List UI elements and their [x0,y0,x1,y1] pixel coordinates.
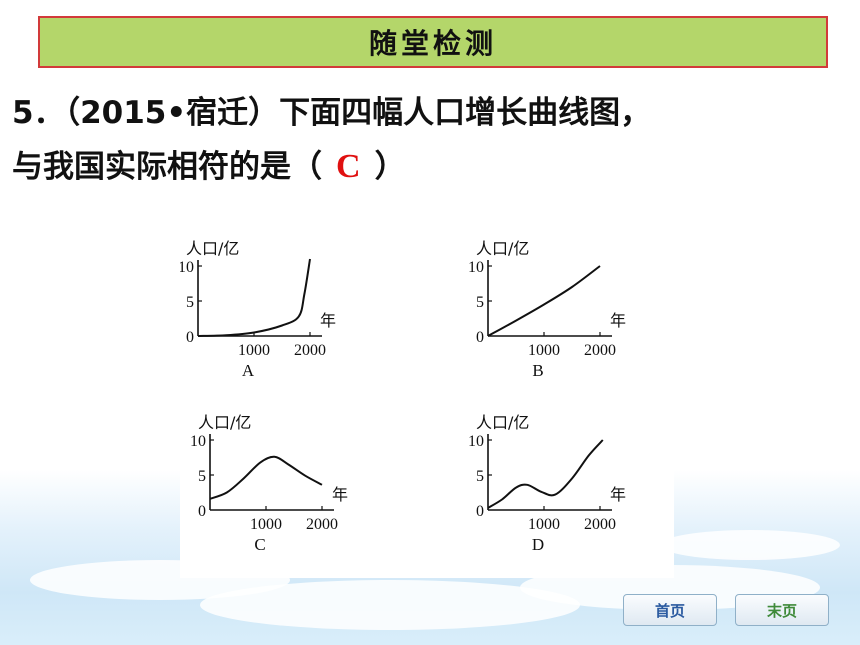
x-axis-title: 年 [610,485,626,504]
y-tick-label: 5 [186,294,194,311]
x-axis-title: 年 [332,485,348,504]
y-axis-title: 人口/亿 [186,239,239,258]
panel-label-D: D [532,535,544,554]
y-tick-label: 10 [468,259,484,276]
y-axis-title: 人口/亿 [198,413,251,432]
x-tick-label: 1000 [528,516,560,533]
question-stem: 与我国实际相符的是（ [12,149,322,185]
population-curve-A [197,258,311,337]
population-curve-B [487,265,601,337]
y-axis-title: 人口/亿 [476,239,529,258]
y-axis-title: 人口/亿 [476,413,529,432]
question-line-1: 5．（2015•宿迁）下面四幅人口增长曲线图， [12,95,652,131]
population-curve-D [487,439,604,509]
x-tick-label: 2000 [584,516,616,533]
y-tick-label: 5 [198,468,206,485]
y-tick-label: 5 [476,294,484,311]
y-tick-label: 0 [198,503,206,520]
question-text: 5．（2015•宿迁）下面四幅人口增长曲线图， 与我国实际相符的是（ C ） [12,86,832,194]
y-tick-label: 10 [190,433,206,450]
y-tick-label: 10 [180,259,194,276]
x-tick-label: 2000 [306,516,338,533]
answer-text: C [336,148,361,185]
population-curves-figure: 10 5 0 1000 2000 人口/亿年 A 10 5 0 1000 2000 人口/亿年 B 10 5 0… [180,212,674,578]
population-curve-C [209,455,323,500]
cloud [200,580,580,630]
x-tick-label: 2000 [294,342,326,359]
cloud [660,530,840,560]
question-close: ） [374,149,406,185]
x-axis-title: 年 [320,311,336,330]
last-page-button[interactable]: 末页 [735,594,829,626]
section-title: 随堂检测 [368,27,497,60]
y-tick-label: 0 [476,329,484,346]
x-tick-label: 2000 [584,342,616,359]
y-tick-label: 5 [476,468,484,485]
x-tick-label: 1000 [528,342,560,359]
y-tick-label: 0 [186,329,194,346]
first-page-button[interactable]: 首页 [623,594,717,626]
x-tick-label: 1000 [238,342,270,359]
y-tick-label: 0 [476,503,484,520]
panel-label-B: B [532,361,543,380]
panel-label-C: C [254,535,265,554]
panel-label-A: A [242,361,255,380]
y-tick-label: 10 [468,433,484,450]
x-axis-title: 年 [610,311,626,330]
x-tick-label: 1000 [250,516,282,533]
section-header: 随堂检测 [38,16,828,68]
question-line-2: 与我国实际相符的是（ C ） [12,140,832,194]
